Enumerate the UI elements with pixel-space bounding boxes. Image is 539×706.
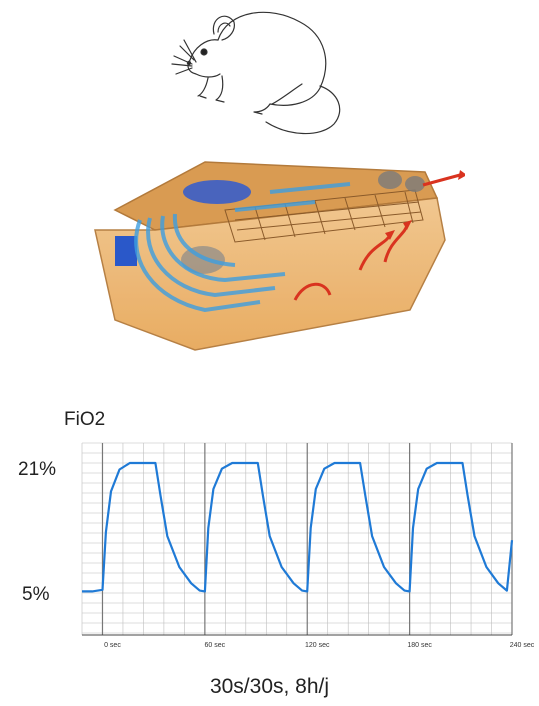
chart-title: FiO2 bbox=[64, 409, 105, 430]
chart-grid bbox=[81, 442, 513, 635]
mouse-illustration bbox=[171, 11, 341, 135]
filter-disk bbox=[183, 180, 251, 204]
x-tick-labels: 0 sec 60 sec 120 sec 180 sec 240 sec bbox=[104, 642, 535, 649]
x-tick-label: 60 sec bbox=[205, 642, 226, 649]
blue-clip bbox=[115, 236, 137, 266]
x-tick-label: 180 sec bbox=[407, 642, 432, 649]
y-tick-label-5: 5% bbox=[22, 584, 50, 605]
fio2-chart: FiO2 21% 5% 0 sec 60 sec 120 sec 180 sec 240… bbox=[18, 409, 535, 649]
x-tick-label: 240 sec bbox=[510, 642, 535, 649]
airflow-in-arrows bbox=[134, 182, 351, 313]
protocol-caption: 30s/30s, 8h/j bbox=[209, 675, 330, 698]
x-tick-label: 120 sec bbox=[305, 642, 330, 649]
cage-illustration bbox=[94, 161, 465, 351]
fio2-series-line bbox=[82, 461, 514, 593]
y-tick-label-21: 21% bbox=[18, 459, 56, 480]
x-tick-label: 0 sec bbox=[104, 642, 121, 649]
